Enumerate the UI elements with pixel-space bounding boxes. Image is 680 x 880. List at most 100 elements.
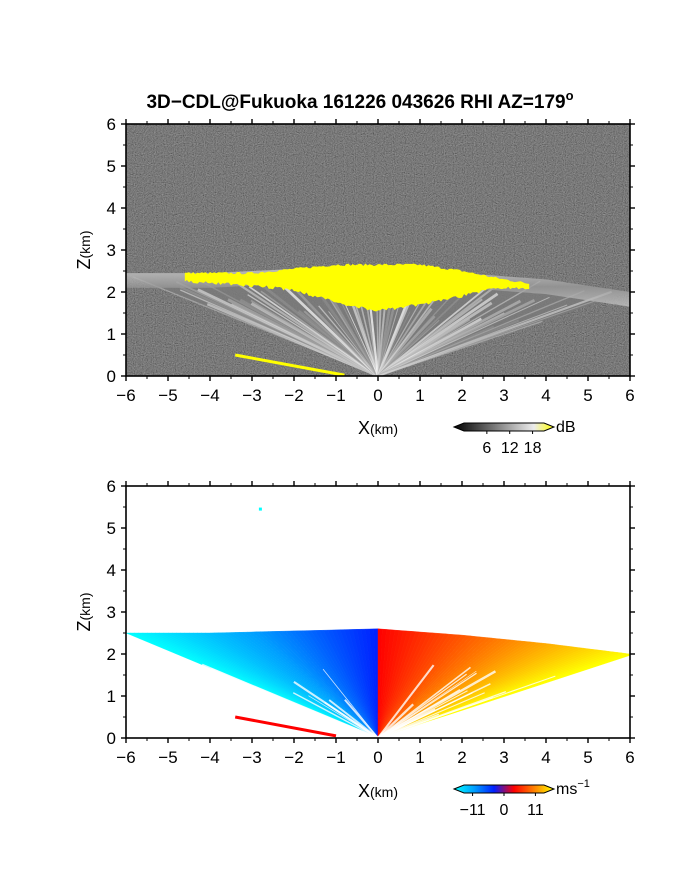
echo-streak [377,315,436,376]
colorbar-tick-label: 11 [527,802,544,819]
data-gap-pixel [582,719,586,723]
y-tick-label: 1 [107,325,116,344]
y-tick-label: 5 [107,157,116,176]
data-gap-pixel [491,714,495,718]
data-gap-pixel [493,720,497,724]
isolated-echo [258,507,262,511]
colorbar-tick-label: 0 [500,802,509,819]
x-tick-label: −3 [242,748,261,767]
colorbar-tick-label: −11 [460,802,486,819]
data-gap-ray [377,711,463,738]
x-tick-label: −6 [116,386,135,405]
echo-streak [377,287,444,376]
data-gap-pixel [555,732,559,736]
data-gap-ray [210,667,379,738]
x-tick-label: −6 [116,748,135,767]
colorbar-bar [452,422,556,432]
data-gap-pixel [618,731,622,735]
x-tick-label: 2 [457,386,466,405]
echo-streak [250,276,379,376]
echo-streak [376,306,379,376]
x-tick-label: −5 [158,748,177,767]
echo-streak [335,292,379,376]
data-gap-pixel [485,733,489,737]
data-gap-pixel [614,718,618,722]
x-tick-label: −4 [200,748,219,767]
data-gap-pixel [564,724,568,728]
figure-title: 3D−CDL@Fukuoka 161226 043626 RHI AZ=179o [146,88,573,113]
data-gap-pixel [539,732,543,736]
data-gap-pixel [548,731,552,735]
x-tick-label: −5 [158,386,177,405]
x-tick-label: −2 [284,386,303,405]
bottom-axes: −6 −5 −4 −3 −2 −1 0 1 2 3 4 5 6 0 1 2 3 4 5 6 [107,477,635,767]
bottom-x-axis-label: X(km) [358,781,398,801]
data-gap-pixel [584,713,588,717]
data-gap-pixel [501,715,505,719]
data-gap-pixel [524,706,528,710]
velocity-field [126,507,630,738]
echo-streak [377,290,613,376]
data-gap-pixel [597,734,601,738]
bottom-y-axis-label: Z(km) [74,593,94,632]
data-gap-ray [377,672,477,738]
y-tick-label: 4 [107,561,116,580]
x-tick-label: 4 [541,748,550,767]
data-gap-pixel [508,712,512,716]
data-gap-pixel [502,729,506,733]
data-gap-pixel [516,722,520,726]
colorbar-bar [452,784,556,794]
data-gap-ray [377,690,468,738]
data-gap-pixel [479,726,483,730]
data-gap-pixel [565,709,569,713]
y-tick-label: 6 [107,477,116,496]
data-gap-pixel [532,734,536,738]
x-tick-label: −3 [242,386,261,405]
x-tick-label: 5 [583,748,592,767]
echo-streak [377,300,595,376]
colorbar-tick-label: 18 [524,440,542,457]
saturated-layer [184,263,530,312]
data-gap-pixel [471,724,475,728]
top-axes: −6 −5 −4 −3 −2 −1 0 1 2 3 4 5 6 0 1 2 3 4 5 6 [107,115,635,405]
data-gap-pixel [626,711,630,715]
data-gap-pixel [526,713,530,717]
top-x-axis-label: X(km) [358,418,398,438]
data-gap-pixel [591,712,595,716]
data-gap-pixel [577,714,581,718]
data-gap-ray [377,664,435,738]
data-gap-pixel [578,729,582,733]
data-gap-pixel [501,728,505,732]
data-gap-pixel [589,699,593,703]
y-tick-label: 6 [107,115,116,134]
data-gap-pixel [607,724,611,728]
data-gap-pixel [566,723,570,727]
data-gap-pixel [455,719,459,723]
echo-streak [377,289,428,376]
data-gap-ray [324,701,379,738]
data-gap-pixel [595,695,599,699]
x-tick-label: 0 [373,386,382,405]
data-gap-pixel [534,706,538,710]
data-gap-pixel [537,727,541,731]
data-gap-pixel [602,696,606,700]
data-gap-ray [292,692,379,738]
data-gap-pixel [550,708,554,712]
velocity-wedge [377,653,630,738]
y-tick-label: 0 [107,729,116,748]
data-gap-pixel [616,698,620,702]
colorbar-unit: ms−1 [556,778,590,798]
data-gap-ray [377,691,507,738]
ground-echo-streak [234,353,345,376]
echo-streak [377,290,585,376]
data-gap-ray [377,673,468,738]
x-tick-label: 6 [625,386,634,405]
echo-streak [328,311,379,376]
x-tick-label: 0 [373,748,382,767]
data-gap-pixel [527,708,531,712]
data-gap-pixel [557,713,561,717]
velocity-colorbar: −11 0 11 ms−1 [452,778,590,819]
data-gap-pixel [598,705,602,709]
